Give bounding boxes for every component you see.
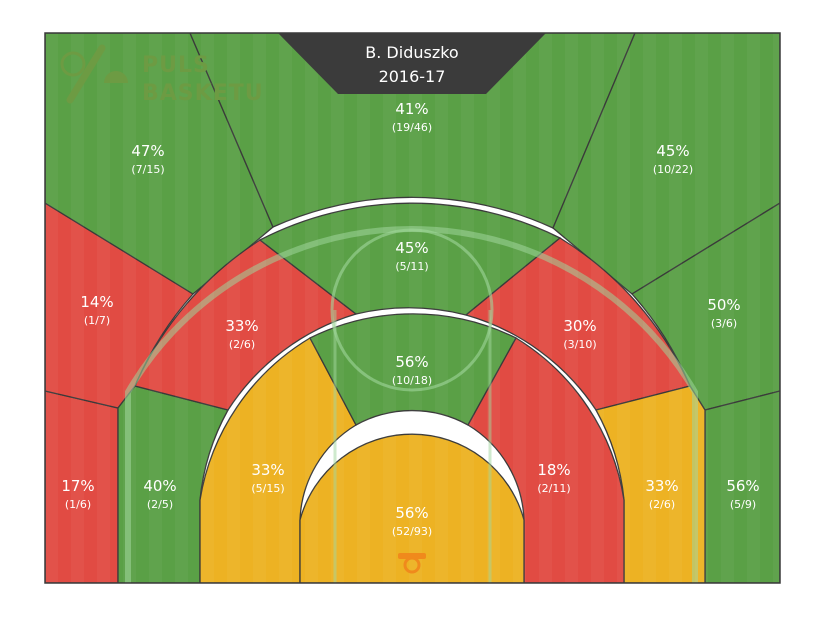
logo-slash-icon	[66, 44, 106, 104]
zones-layer	[45, 33, 780, 583]
lane-lines	[333, 310, 492, 583]
zone-attempts-label-long2-left-base: (2/5)	[147, 498, 173, 511]
zone-pct-label-restricted: 56%	[395, 504, 428, 522]
wood-stripe	[409, 33, 422, 583]
zone-pct-label-paint-top: 56%	[395, 353, 428, 371]
wood-stripe	[383, 33, 396, 583]
wood-stripe	[539, 33, 552, 583]
backboard	[398, 553, 426, 559]
wood-stripe	[721, 33, 734, 583]
wood-stripe	[71, 33, 84, 583]
zone-attempts-label-long2-right-base: (2/6)	[649, 498, 675, 511]
zone-attempts-label-deep-left: (7/15)	[131, 163, 164, 176]
logo: PULS BASKETU	[60, 44, 264, 106]
zone-pct-label-long2-top: 45%	[395, 239, 428, 257]
zone-pct-label-corner3-left: 17%	[61, 477, 94, 495]
wood-stripe	[461, 33, 474, 583]
wood-stripe	[695, 33, 708, 583]
zone-attempts-label-deep-right: (10/22)	[653, 163, 693, 176]
wood-stripe	[565, 33, 578, 583]
wood-stripe	[617, 33, 630, 583]
zone-pct-label-paint-right: 18%	[537, 461, 570, 479]
wood-stripe	[669, 33, 682, 583]
wood-stripe	[45, 33, 58, 583]
wood-stripe	[357, 33, 370, 583]
zone-restricted	[299, 433, 525, 583]
wood-stripe	[435, 33, 448, 583]
chart-subtitle: 2016-17	[379, 67, 446, 86]
zone-attempts-label-paint-left: (5/15)	[251, 482, 284, 495]
zone-attempts-label-paint-right: (2/11)	[537, 482, 570, 495]
zone-pct-label-long2-right-base: 33%	[645, 477, 678, 495]
wood-stripe	[643, 33, 656, 583]
wood-stripe	[149, 33, 162, 583]
zone-attempts-label-long2-top: (5/11)	[395, 260, 428, 273]
zone-attempts-label-corner3-left: (1/6)	[65, 498, 91, 511]
wood-stripe	[747, 33, 760, 583]
zone-paint-right	[467, 337, 625, 583]
logo-half-ball-icon	[104, 71, 128, 83]
zone-pct-label-long2-right-wing: 30%	[563, 317, 596, 335]
rim	[403, 556, 421, 574]
title-banner-bg	[278, 33, 546, 94]
wood-stripe	[201, 33, 214, 583]
zone-pct-label-long2-left-wing: 33%	[225, 317, 258, 335]
title-banner: B. Diduszko 2016-17	[278, 33, 546, 94]
zone-pct-label-deep-left: 47%	[131, 142, 164, 160]
zone-attempts-label-long2-left-wing: (2/6)	[229, 338, 255, 351]
zone-pct-label-long2-left-base: 40%	[143, 477, 176, 495]
wood-stripe	[253, 33, 266, 583]
logo-word-1: PULS	[142, 53, 210, 78]
zone-attempts-label-long2-right-wing: (3/10)	[563, 338, 596, 351]
wood-stripe	[227, 33, 240, 583]
free-throw-circle	[330, 228, 494, 392]
wood-stripe	[591, 33, 604, 583]
court-lines	[125, 225, 698, 583]
zone-attempts-label-restricted: (52/93)	[392, 525, 432, 538]
zone-pct-label-deep-center: 41%	[395, 100, 428, 118]
zone-attempts-label-wing3-left: (1/7)	[84, 314, 110, 327]
zone-pct-label-wing3-right: 50%	[707, 296, 740, 314]
wood-stripe	[513, 33, 526, 583]
zone-attempts-label-paint-top: (10/18)	[392, 374, 432, 387]
zone-attempts-label-corner3-right: (5/9)	[730, 498, 756, 511]
hoop	[398, 553, 426, 574]
wood-stripe	[175, 33, 188, 583]
wood-stripe	[123, 33, 136, 583]
chart-title: B. Diduszko	[365, 43, 458, 62]
zone-pct-label-paint-left: 33%	[251, 461, 284, 479]
wood-stripe	[279, 33, 292, 583]
logo-ball-icon	[60, 51, 86, 77]
wood-stripe	[305, 33, 318, 583]
wood-stripe	[331, 33, 344, 583]
zone-pct-label-wing3-left: 14%	[80, 293, 113, 311]
wood-stripe	[97, 33, 110, 583]
zone-attempts-label-deep-center: (19/46)	[392, 121, 432, 134]
zone-labels: 17% (1/6) 14% (1/7) 47% (7/15) 41% (19/46) 45% (1…	[61, 100, 759, 538]
zone-pct-label-corner3-right: 56%	[726, 477, 759, 495]
zone-dividers	[45, 33, 780, 583]
zone-attempts-label-wing3-right: (3/6)	[711, 317, 737, 330]
logo-word-2: BASKETU	[142, 81, 264, 106]
zone-deep-center	[189, 33, 636, 229]
wood-stripe	[487, 33, 500, 583]
wood-stripe	[773, 33, 780, 583]
zone-pct-label-deep-right: 45%	[656, 142, 689, 160]
